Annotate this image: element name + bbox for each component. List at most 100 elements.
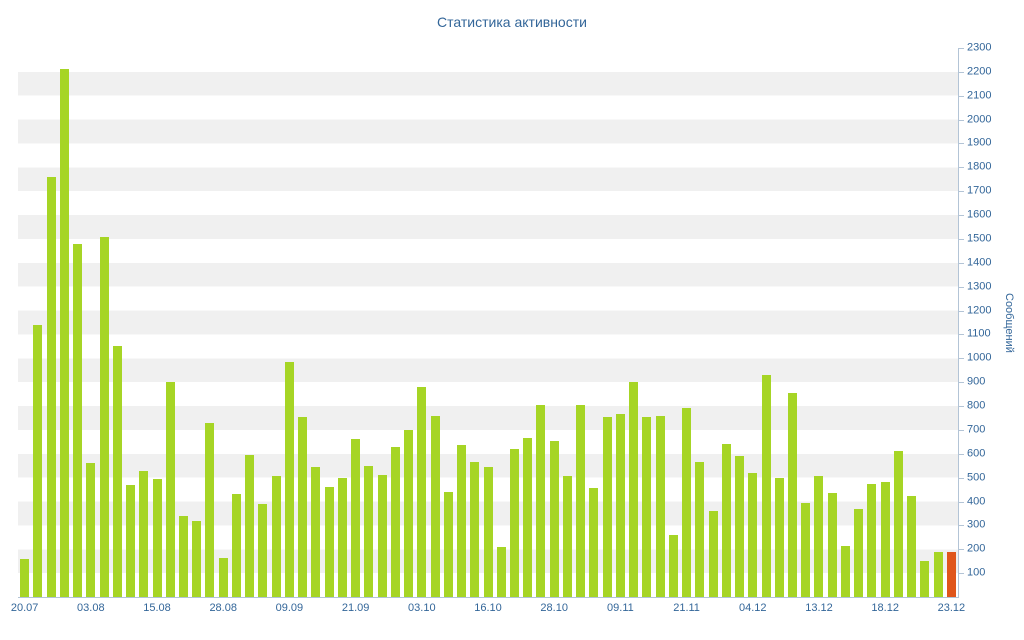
bar[interactable] (933, 551, 943, 597)
bar[interactable] (576, 404, 586, 597)
y-axis-tick-label: 800 (967, 399, 986, 412)
bar[interactable] (867, 483, 877, 597)
bar[interactable] (152, 478, 162, 597)
bar[interactable] (695, 462, 705, 597)
y-axis-tick (959, 143, 964, 145)
bar[interactable] (73, 243, 83, 597)
bar[interactable] (907, 495, 917, 597)
x-axis-tick-label: 21.09 (341, 602, 370, 614)
bar[interactable] (536, 404, 546, 597)
y-axis-tick-label: 1800 (967, 160, 992, 173)
y-axis-tick (959, 238, 964, 240)
bar[interactable] (165, 382, 175, 597)
bar[interactable] (20, 558, 30, 597)
y-axis-tick (959, 310, 964, 312)
bar[interactable] (258, 503, 268, 597)
bar[interactable] (655, 415, 665, 597)
bar[interactable] (139, 470, 149, 597)
bar[interactable] (205, 422, 215, 597)
bar[interactable] (602, 416, 612, 597)
x-axis-tick-label: 20.07 (10, 602, 39, 614)
bar[interactable] (483, 466, 493, 597)
bar-highlighted[interactable] (946, 551, 956, 597)
x-axis-tick-label: 04.12 (739, 602, 767, 614)
bar[interactable] (178, 515, 188, 597)
bar[interactable] (112, 346, 122, 597)
bar[interactable] (86, 463, 96, 597)
bar[interactable] (615, 414, 625, 597)
y-axis-tick (959, 453, 964, 455)
bar[interactable] (351, 439, 361, 597)
y-axis-tick-label: 1200 (967, 304, 992, 317)
y-axis-tick (959, 262, 964, 264)
bar[interactable] (298, 416, 308, 597)
bar[interactable] (496, 546, 506, 597)
y-axis: 100 200 300 400 500 600 700 800 900 1000 1100 1200 1… (959, 42, 1019, 597)
y-axis-tick-label: 1000 (967, 351, 992, 364)
bar[interactable] (443, 491, 453, 597)
bar[interactable] (99, 236, 109, 597)
bar[interactable] (33, 324, 43, 597)
y-axis-tick (959, 501, 964, 503)
bar[interactable] (748, 472, 758, 597)
y-axis-tick-label: 2200 (967, 65, 992, 78)
x-axis-tick-label: 21.11 (673, 602, 700, 614)
y-axis-tick-label: 600 (967, 447, 986, 460)
bar[interactable] (218, 557, 228, 597)
bar[interactable] (668, 534, 678, 597)
bar[interactable] (430, 415, 440, 597)
x-axis-tick-label: 09.11 (607, 602, 634, 614)
bar[interactable] (126, 484, 136, 597)
bar[interactable] (774, 477, 784, 597)
bar[interactable] (231, 494, 241, 597)
x-axis-tick-label: 16.10 (474, 602, 502, 614)
bar[interactable] (523, 438, 533, 597)
bar[interactable] (364, 465, 374, 597)
y-axis-tick-label: 900 (967, 375, 986, 388)
bar[interactable] (893, 451, 903, 597)
bar[interactable] (854, 508, 864, 597)
bar[interactable] (46, 176, 56, 597)
bar[interactable] (324, 487, 334, 597)
y-axis-tick-label: 400 (967, 495, 986, 508)
bar[interactable] (271, 476, 281, 597)
bar[interactable] (192, 520, 202, 597)
bar[interactable] (562, 476, 572, 597)
y-axis-tick (959, 334, 964, 336)
bar[interactable] (642, 416, 652, 597)
bar[interactable] (814, 476, 824, 597)
bar[interactable] (761, 375, 771, 597)
bar[interactable] (311, 466, 321, 597)
bar[interactable] (549, 440, 559, 597)
bar[interactable] (390, 446, 400, 597)
bar[interactable] (470, 462, 480, 597)
x-axis-labels: 20.07 03.08 15.08 28.08 09.09 21.09 03.10 16.10… (11, 602, 965, 622)
bar[interactable] (682, 408, 692, 597)
bar[interactable] (457, 445, 467, 597)
bar[interactable] (629, 382, 639, 597)
y-axis-tick (959, 573, 964, 575)
bar[interactable] (589, 488, 599, 597)
bar[interactable] (920, 561, 930, 597)
plot-area (18, 48, 959, 598)
bar[interactable] (708, 511, 718, 597)
bar[interactable] (404, 429, 414, 597)
bar[interactable] (880, 482, 890, 597)
x-axis-tick-label: 03.08 (77, 602, 105, 614)
bar[interactable] (284, 361, 294, 597)
bar[interactable] (801, 502, 811, 597)
bar[interactable] (245, 454, 255, 597)
bar[interactable] (735, 456, 745, 597)
y-axis-title: Сообщений (1003, 292, 1015, 353)
bar[interactable] (59, 69, 69, 597)
bar[interactable] (509, 449, 519, 597)
bar[interactable] (377, 475, 387, 597)
bar[interactable] (840, 545, 850, 597)
y-axis-tick-label: 200 (967, 542, 986, 555)
bar[interactable] (721, 444, 731, 597)
bar[interactable] (337, 477, 347, 597)
bar[interactable] (827, 493, 837, 597)
y-axis-tick (959, 48, 964, 49)
bar[interactable] (788, 392, 797, 597)
bar[interactable] (417, 386, 427, 597)
